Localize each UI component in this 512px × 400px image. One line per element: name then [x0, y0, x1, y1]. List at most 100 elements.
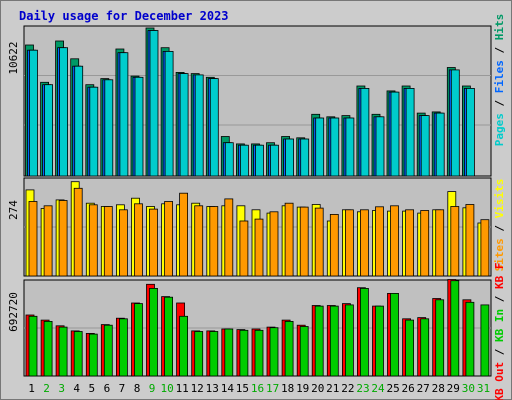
x-tick-label-14: 14 — [221, 382, 235, 395]
bar-pages-day-22 — [345, 117, 355, 177]
bar-kb_in-day-31 — [480, 304, 490, 377]
bar-kb_in-day-25 — [390, 292, 399, 377]
bar-kb_in-day-12 — [194, 331, 204, 377]
bar-sites-day-11 — [179, 192, 189, 277]
bar-sites-day-6 — [103, 206, 113, 277]
bar-sites-day-5 — [88, 204, 98, 277]
bar-kb_in-day-3 — [58, 326, 68, 377]
bar-pages-day-14 — [224, 142, 234, 177]
page-title: Daily usage for December 2023 — [19, 9, 229, 23]
bar-sites-day-30 — [465, 204, 475, 277]
x-tick-labels: 1 2 3 4 5 6 7 8 9 10 11 12 13 14 15 16 17 18 19 20 21 22 23 24 2… — [28, 382, 490, 395]
y-max-labels: 10622 274 692720 — [7, 41, 20, 331]
bar-pages-day-19 — [300, 138, 310, 177]
x-tick-label-1: 1 — [28, 382, 35, 395]
legend-visits-sites: Sites / Visits — [493, 179, 506, 272]
bar-kb_in-day-14 — [224, 328, 234, 377]
bar-kb_in-day-5 — [88, 333, 98, 377]
bar-kb_in-day-4 — [73, 331, 83, 377]
bar-sites-day-17 — [269, 211, 279, 277]
bar-pages-day-21 — [330, 117, 340, 177]
chart-bars — [25, 27, 490, 377]
bar-sites-day-27 — [420, 210, 430, 277]
bar-pages-day-3 — [59, 47, 68, 177]
x-tick-label-15: 15 — [236, 382, 249, 395]
bar-kb_in-day-11 — [179, 315, 189, 377]
y-max-label-panel-1: 10622 — [7, 41, 20, 74]
x-tick-label-12: 12 — [191, 382, 204, 395]
x-tick-label-30: 30 — [462, 382, 475, 395]
bar-sites-day-13 — [209, 206, 219, 277]
x-tick-label-8: 8 — [134, 382, 141, 395]
bar-sites-day-25 — [390, 205, 399, 277]
bar-sites-day-14 — [224, 198, 234, 277]
bar-pages-day-2 — [44, 84, 53, 177]
bar-sites-day-4 — [73, 187, 83, 277]
x-tick-label-22: 22 — [341, 382, 354, 395]
bar-pages-day-29 — [450, 69, 460, 177]
x-tick-label-31: 31 — [477, 382, 490, 395]
bar-kb_in-day-24 — [375, 305, 384, 377]
x-tick-label-13: 13 — [206, 382, 219, 395]
bar-pages-day-20 — [315, 117, 325, 177]
bar-pages-day-30 — [465, 88, 475, 177]
x-tick-label-16: 16 — [251, 382, 264, 395]
bar-sites-day-29 — [450, 206, 460, 277]
bar-kb_in-day-18 — [284, 320, 294, 377]
bar-pages-day-12 — [194, 74, 204, 177]
bar-sites-day-21 — [329, 213, 339, 277]
legend-pages-files-hits: Pages / Files / Hits — [493, 14, 506, 147]
x-tick-label-28: 28 — [432, 382, 445, 395]
x-tick-label-3: 3 — [58, 382, 65, 395]
bar-sites-day-20 — [314, 207, 324, 277]
bar-sites-day-3 — [58, 200, 68, 277]
bar-pages-day-11 — [179, 73, 189, 177]
bar-pages-day-4 — [74, 65, 84, 177]
bar-kb_in-day-27 — [420, 318, 430, 377]
bar-sites-day-18 — [284, 202, 294, 277]
bar-pages-day-28 — [435, 112, 445, 177]
bar-pages-day-23 — [360, 88, 370, 177]
x-tick-label-11: 11 — [176, 382, 189, 395]
bar-pages-day-16 — [255, 144, 264, 177]
bar-sites-day-28 — [435, 209, 445, 277]
bar-sites-day-19 — [299, 206, 309, 277]
x-tick-label-7: 7 — [119, 382, 126, 395]
bar-pages-day-13 — [209, 78, 219, 177]
bar-kb_in-day-26 — [405, 319, 415, 377]
bar-pages-day-25 — [390, 91, 400, 177]
bar-pages-day-6 — [104, 79, 114, 177]
x-tick-label-24: 24 — [371, 382, 385, 395]
bar-kb_in-day-29 — [450, 280, 460, 377]
y-max-label-panel-2: 274 — [7, 200, 20, 220]
bar-kb_in-day-19 — [299, 326, 309, 377]
x-tick-label-21: 21 — [326, 382, 339, 395]
x-tick-label-25: 25 — [386, 382, 399, 395]
bar-sites-day-12 — [194, 205, 204, 277]
bar-sites-day-2 — [43, 205, 53, 277]
x-tick-label-17: 17 — [266, 382, 279, 395]
bar-kb_in-day-9 — [149, 287, 158, 377]
bar-kb_in-day-8 — [134, 303, 143, 377]
x-tick-label-26: 26 — [401, 382, 414, 395]
bar-kb_in-day-15 — [239, 329, 249, 377]
bar-pages-day-10 — [164, 51, 174, 177]
bar-pages-day-8 — [134, 76, 144, 177]
x-tick-label-5: 5 — [88, 382, 95, 395]
bar-kb_in-day-13 — [209, 331, 219, 377]
x-tick-label-9: 9 — [149, 382, 156, 395]
bar-kb_in-day-2 — [43, 320, 53, 377]
bar-kb_in-day-7 — [119, 318, 128, 377]
bar-sites-day-9 — [149, 208, 158, 277]
x-tick-label-18: 18 — [281, 382, 294, 395]
bar-kb_in-day-23 — [359, 287, 369, 377]
x-tick-label-23: 23 — [356, 382, 369, 395]
y-max-label-panel-3: 692720 — [7, 292, 20, 332]
bar-kb_in-day-21 — [329, 305, 339, 377]
x-tick-label-20: 20 — [311, 382, 324, 395]
bar-sites-day-10 — [164, 201, 174, 277]
x-tick-label-4: 4 — [73, 382, 80, 395]
bar-kb_in-day-6 — [103, 324, 113, 377]
